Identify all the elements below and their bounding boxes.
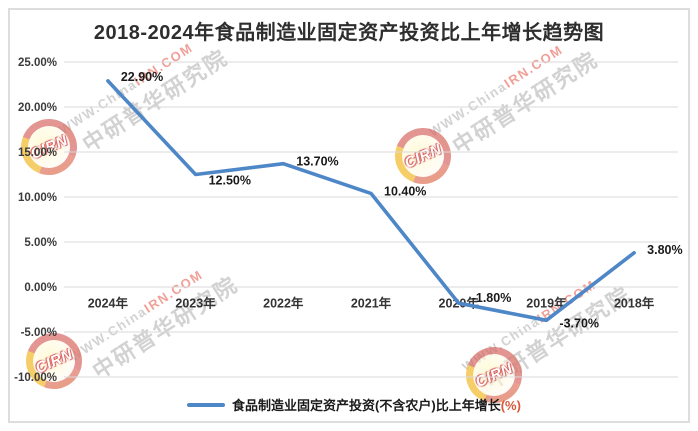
data-point-label: 3.80% [647, 243, 682, 257]
y-axis-label: 0.00% [24, 282, 57, 294]
legend: 食品制造业固定资产投资(不含农户)比上年增长(%) [10, 395, 698, 414]
x-axis-label: 2018年 [614, 296, 655, 311]
y-axis-label: 25.00% [18, 57, 57, 69]
legend-label-main: 食品制造业固定资产投资(不含农户)比上年增长 [232, 398, 501, 413]
data-point-label: 10.40% [384, 184, 426, 198]
chart-title: 2018-2024年食品制造业固定资产投资比上年增长趋势图 [93, 22, 605, 44]
y-axis-label: -5.00% [21, 327, 57, 339]
data-point-label: 13.70% [296, 155, 338, 169]
x-axis-label: 2023年 [175, 296, 216, 311]
legend-label-unit: (%) [500, 398, 521, 413]
x-axis-label: 2019年 [526, 296, 567, 311]
y-axis-label: 5.00% [24, 237, 57, 249]
legend-label: 食品制造业固定资产投资(不含农户)比上年增长(%) [232, 395, 521, 414]
data-point-label: -1.80% [472, 291, 512, 305]
data-point-label: 22.90% [121, 70, 163, 84]
data-point-label: 12.50% [209, 174, 251, 188]
y-axis-label: -10.00% [14, 372, 57, 384]
data-point-label: -3.70% [559, 316, 599, 330]
legend-line-marker [187, 402, 226, 407]
trend-line [106, 79, 636, 323]
x-axis-label: 2021年 [351, 296, 392, 311]
y-axis-label: 20.00% [18, 102, 57, 114]
y-axis-label: 10.00% [18, 192, 57, 204]
y-axis-label: 15.00% [18, 147, 57, 159]
chart-area-border [8, 8, 690, 423]
x-axis-label: 2022年 [263, 296, 304, 311]
x-axis-label: 2024年 [88, 296, 129, 311]
